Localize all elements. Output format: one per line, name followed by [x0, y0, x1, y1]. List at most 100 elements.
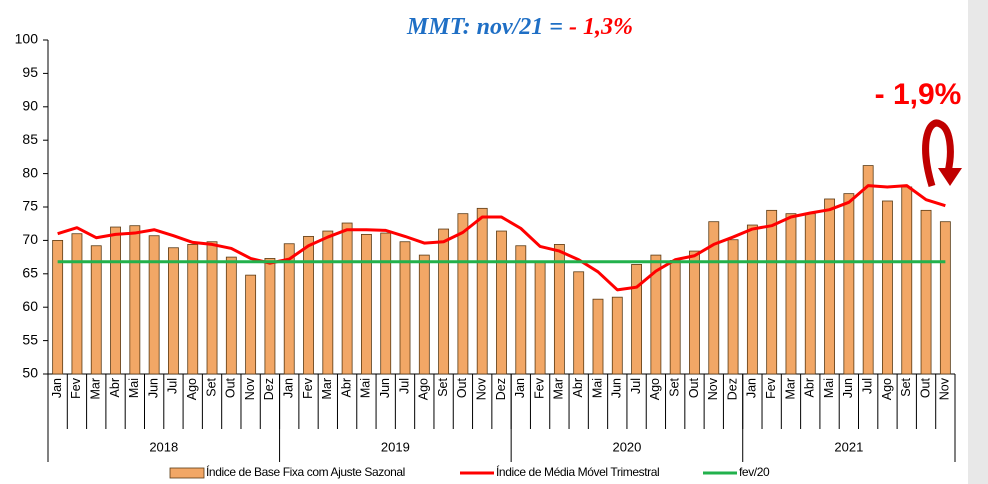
x-tick-label: Jun [146, 378, 160, 398]
bar [245, 274, 257, 375]
bar [225, 256, 237, 375]
x-tick-label: Abr [108, 378, 122, 397]
bar [843, 193, 855, 375]
year-label: 2020 [612, 439, 641, 454]
x-tick-label: Out [687, 377, 701, 398]
bar [631, 264, 643, 375]
bar [380, 232, 392, 375]
bar [766, 209, 778, 375]
x-tick-label: Jan [745, 378, 759, 398]
legend-label: Índice de Base Fixa com Ajuste Sazonal [206, 464, 405, 479]
x-tick-label: Mai [359, 378, 373, 398]
x-tick-label: Nov [474, 377, 488, 400]
bar [187, 244, 199, 375]
bar [785, 213, 797, 375]
year-label: 2018 [149, 439, 178, 454]
y-tick-label: 80 [22, 164, 38, 180]
bar [592, 298, 604, 375]
x-tick-label: Out [224, 377, 238, 398]
bar [611, 296, 623, 375]
bar [322, 230, 334, 375]
x-tick-label: Out [455, 377, 469, 398]
arrow-body [922, 119, 954, 188]
bar [168, 247, 179, 375]
x-tick-label: Fev [301, 377, 315, 399]
year-label: 2021 [834, 439, 863, 454]
x-tick-label: Nov [706, 377, 720, 400]
x-tick-label: Fev [532, 377, 546, 399]
bar [901, 186, 913, 375]
x-tick-label: Jun [610, 378, 624, 398]
bar [341, 222, 353, 375]
x-tick-label: Jul [166, 378, 180, 394]
x-tick-label: Out [918, 377, 932, 398]
x-tick-label: Ago [648, 378, 662, 400]
x-tick-label: Mai [822, 378, 836, 398]
bar [689, 250, 700, 375]
y-tick-label: 95 [22, 64, 38, 80]
bar [515, 245, 527, 375]
x-tick-label: Jan [513, 378, 527, 398]
x-tick-label: Set [204, 377, 218, 396]
line [57, 184, 946, 292]
y-tick-label: 70 [22, 231, 38, 247]
y-tick-label: 60 [22, 298, 38, 314]
annotation: - 1,9% [875, 78, 962, 111]
bar [110, 226, 121, 375]
x-tick-label: Mar [89, 378, 103, 400]
bar [206, 241, 218, 375]
bar [804, 213, 816, 375]
x-tick-label: Mai [127, 378, 141, 398]
bar [882, 200, 893, 375]
y-tick-label: 65 [22, 265, 38, 281]
bar [727, 239, 739, 375]
x-tick-label: Abr [803, 378, 817, 397]
x-tick-label: Abr [571, 378, 585, 397]
x-tick-label: Dez [725, 378, 739, 400]
bar [360, 233, 372, 375]
arrow-head [938, 168, 962, 186]
bar [283, 243, 295, 375]
x-tick-label: Ago [880, 378, 894, 400]
legend-label: fev/20 [739, 465, 770, 479]
side-strip [968, 0, 988, 484]
y-tick-label: 85 [22, 131, 38, 147]
bar [534, 262, 546, 375]
x-tick-label: Nov [938, 377, 952, 400]
curved-arrow [922, 119, 962, 188]
chart-title: MMT: nov/21 = - 1,3% [406, 14, 633, 40]
x-tick-label: Fev [69, 377, 83, 399]
y-tick-label: 50 [22, 365, 38, 381]
x-tick-label: Jul [629, 378, 643, 394]
title-part: - 1,3% [569, 14, 633, 40]
bar [129, 225, 141, 375]
legend-swatch [169, 467, 205, 479]
x-tick-label: Dez [494, 378, 508, 400]
x-tick-label: Fev [764, 377, 778, 399]
bar [90, 245, 102, 375]
bar [746, 224, 758, 375]
bar [708, 221, 720, 375]
bar [824, 198, 835, 375]
bar [650, 254, 662, 375]
bar [71, 233, 83, 375]
x-tick-label: Dez [262, 378, 276, 400]
x-tick-label: Set [899, 377, 913, 396]
x-tick-label: Jul [397, 378, 411, 394]
bar [438, 228, 450, 375]
bar [264, 258, 276, 375]
bar [476, 207, 488, 375]
bar [457, 213, 469, 375]
x-tick-label: Jul [860, 378, 874, 394]
title-part: MMT: nov/21 = [406, 14, 569, 40]
bar [939, 221, 951, 375]
y-tick-label: 100 [15, 31, 39, 47]
x-tick-label: Jun [378, 378, 392, 398]
legend-label: Índice de Média Móvel Trimestral [496, 464, 659, 479]
year-label: 2019 [381, 439, 410, 454]
x-tick-label: Mar [320, 378, 334, 400]
x-tick-label: Jan [50, 378, 64, 398]
x-tick-label: Set [436, 377, 450, 396]
bar [148, 235, 160, 375]
